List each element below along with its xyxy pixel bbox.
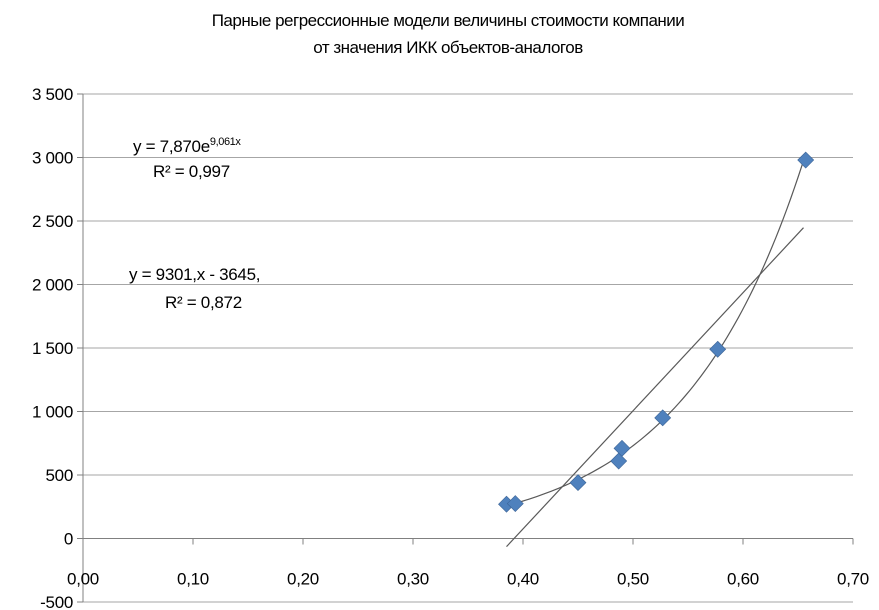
- data-point: [654, 409, 672, 427]
- exponential-equation-label: y = 7,870e9,061x: [133, 136, 241, 156]
- x-tick-labels: 0,00 0,10 0,20 0,30 0,40 0,50 0,60 0,70: [67, 570, 869, 589]
- y-tick-label: 1 000: [32, 403, 73, 422]
- y-tick-label: 2 000: [32, 276, 73, 295]
- y-tick-labels: -500 0 500 1 000 1 500 2 000 2 500 3 000 3 500: [32, 85, 73, 610]
- y-tick-label: -500: [40, 593, 73, 610]
- x-tick-label: 0,60: [727, 570, 759, 589]
- linear-equation-label: y = 9301,x - 3645,: [129, 265, 260, 284]
- x-tick-label: 0,50: [617, 570, 649, 589]
- linear-r2-label: R² = 0,872: [165, 293, 242, 312]
- data-point: [709, 340, 727, 358]
- data-point: [613, 439, 631, 457]
- data-point: [797, 151, 815, 169]
- data-point: [506, 495, 524, 512]
- data-point: [610, 452, 628, 470]
- exponential-trendline: [506, 153, 807, 507]
- y-tick-label: 2 500: [32, 212, 73, 231]
- chart-subtitle: от значения ИКК объектов-аналогов: [313, 38, 583, 57]
- x-tick-label: 0,20: [287, 570, 319, 589]
- y-gridlines: [83, 93, 853, 603]
- y-tick-label: 500: [46, 466, 73, 485]
- x-tick-label: 0,30: [397, 570, 429, 589]
- y-tick-label: 1 500: [32, 339, 73, 358]
- chart-title: Парные регрессионные модели величины сто…: [212, 11, 685, 30]
- data-points: [498, 151, 815, 513]
- x-tick-label: 0,70: [837, 570, 869, 589]
- exponential-r2-label: R² = 0,997: [153, 162, 230, 181]
- x-tick-label: 0,00: [67, 570, 99, 589]
- axes: [77, 93, 854, 603]
- x-tick-label: 0,40: [507, 570, 539, 589]
- trendlines: [506, 153, 807, 548]
- y-tick-label: 0: [64, 530, 73, 549]
- y-tick-label: 3 000: [32, 149, 73, 168]
- y-tick-label: 3 500: [32, 85, 73, 104]
- x-tick-label: 0,10: [177, 570, 209, 589]
- data-point: [569, 474, 587, 492]
- linear-trendline: [506, 227, 804, 548]
